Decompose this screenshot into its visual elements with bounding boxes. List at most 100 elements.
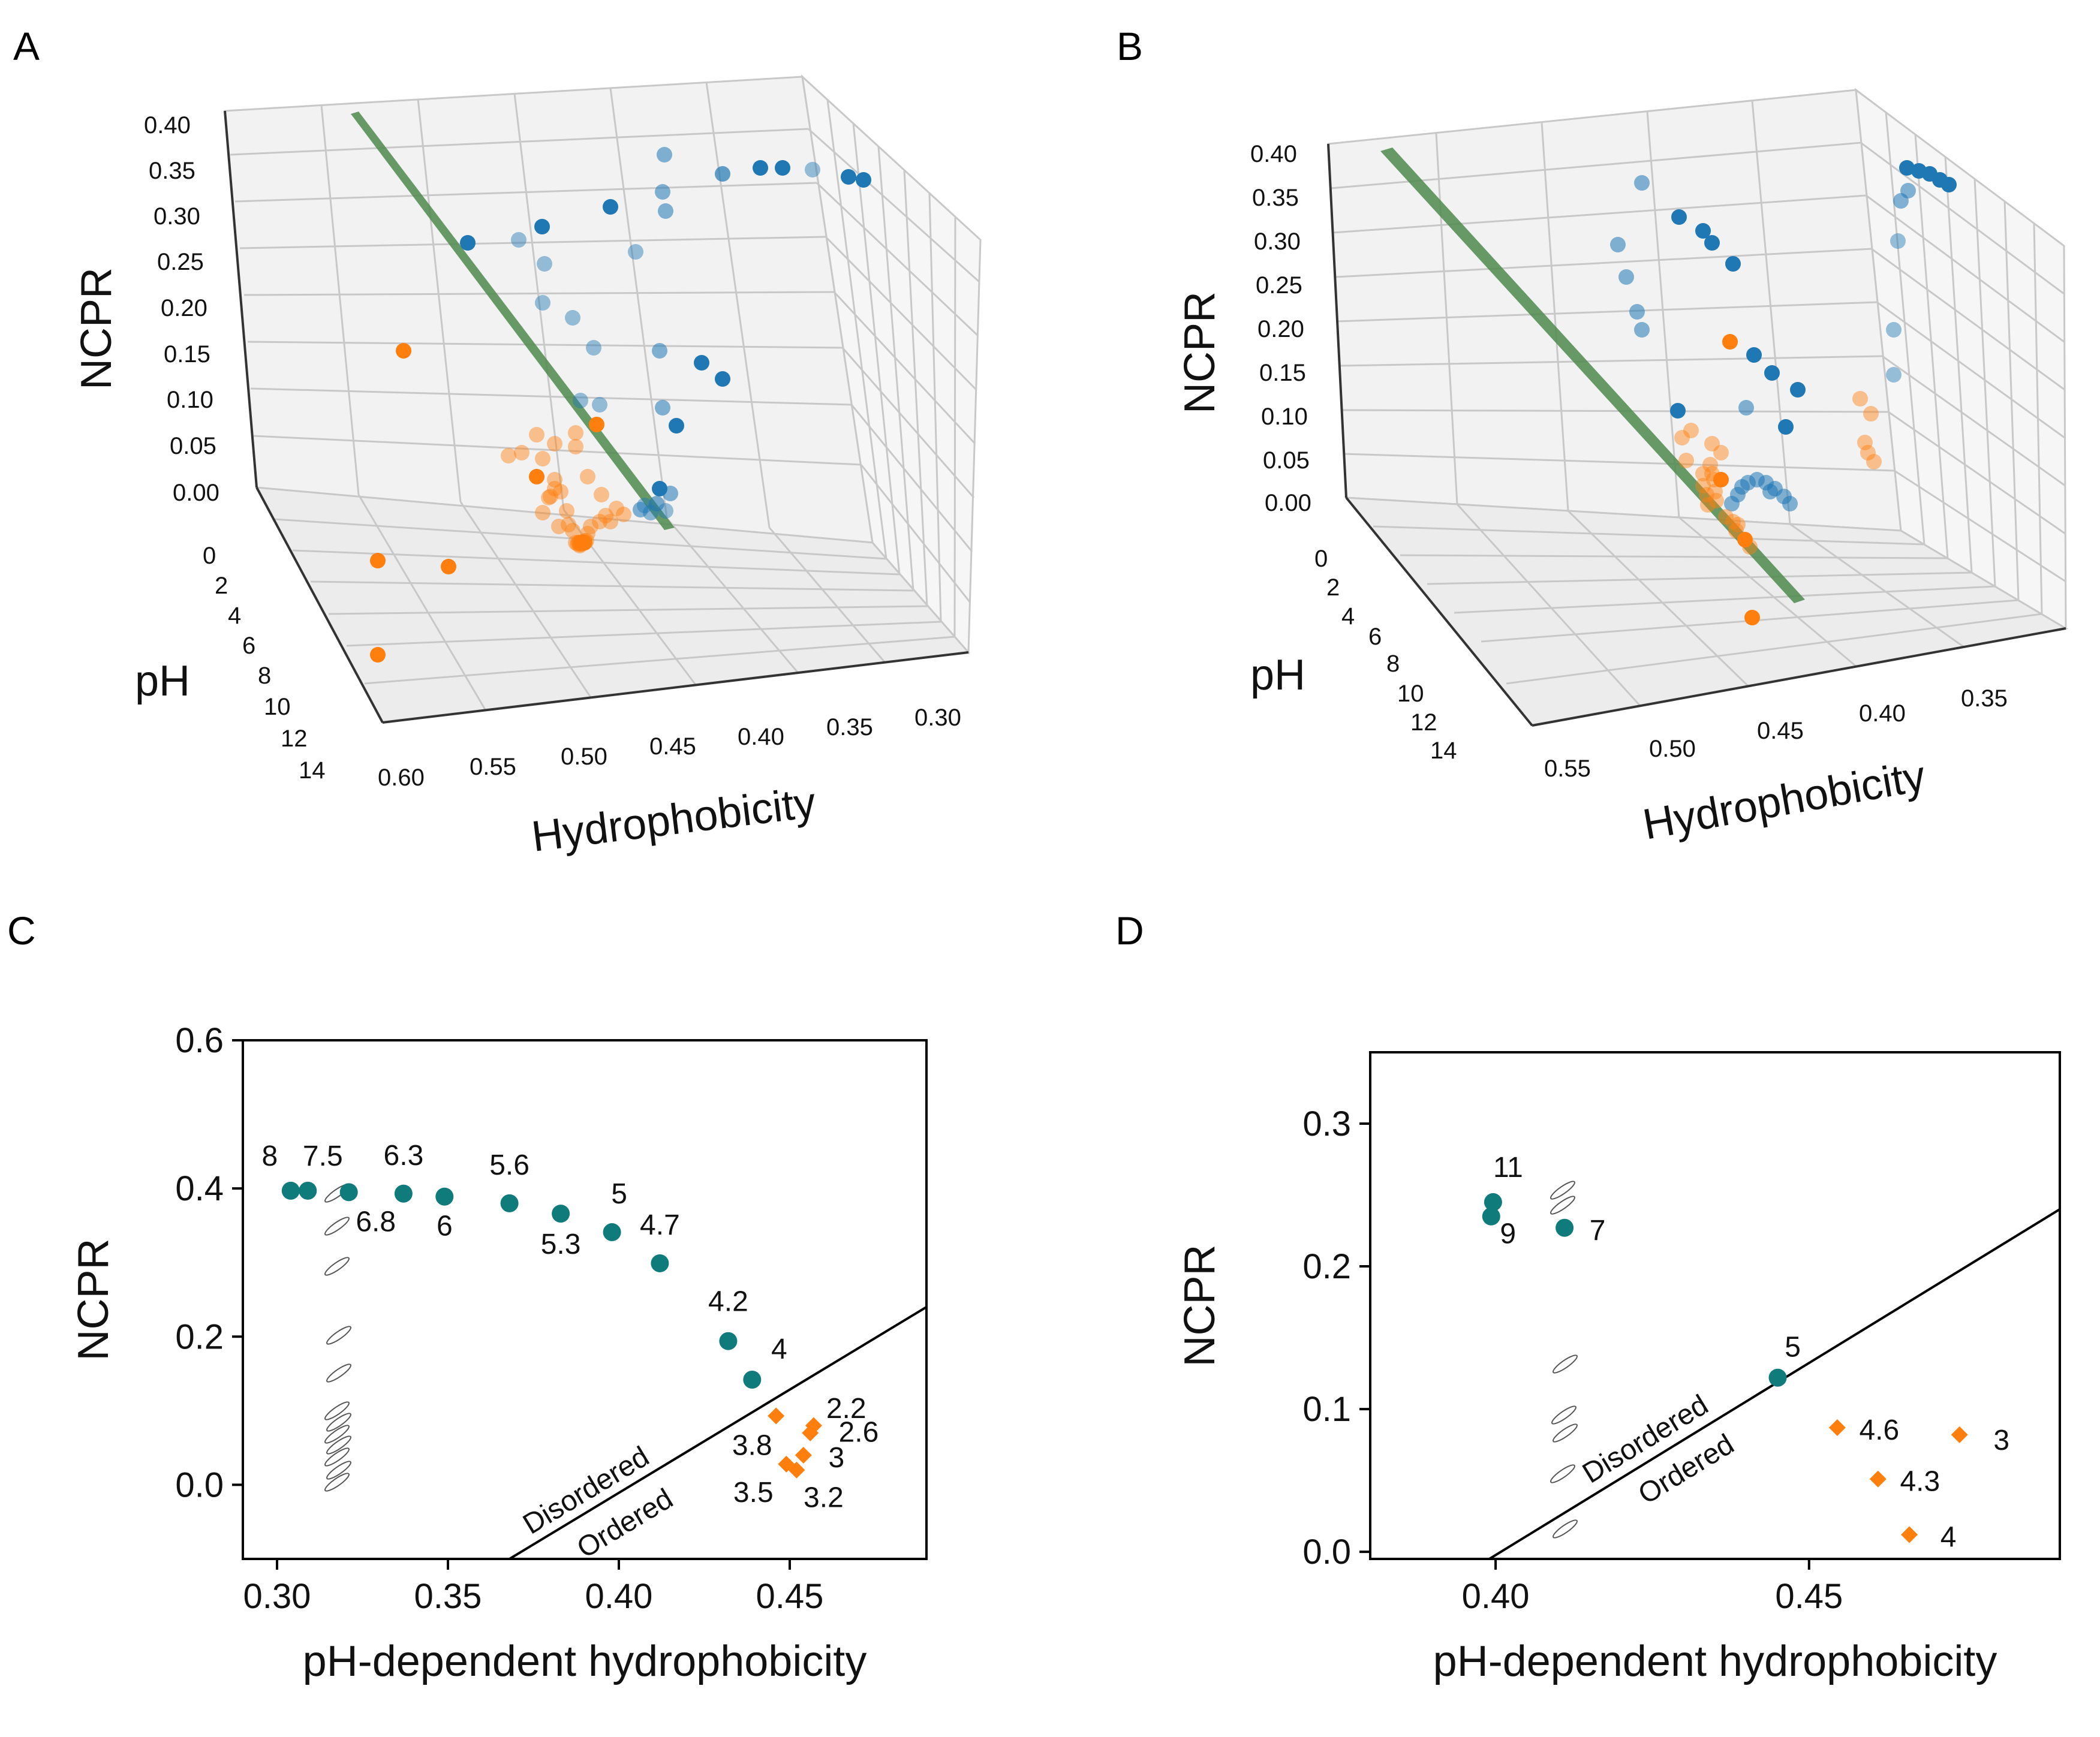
b-y-tick: 12 <box>1410 709 1437 736</box>
ordered-point <box>616 507 631 522</box>
point-label: 6.8 <box>356 1206 396 1238</box>
disordered-point <box>1556 1218 1574 1237</box>
x-axis-label: pH-dependent hydrophobicity <box>303 1637 867 1685</box>
ordered-point <box>535 451 550 466</box>
ordered-point <box>577 535 592 550</box>
ghost-marker <box>326 1435 351 1455</box>
ordered-point <box>795 1447 812 1464</box>
a-y-tick: 4 <box>228 603 241 629</box>
ordered-point <box>577 535 592 550</box>
disordered-point <box>628 244 643 260</box>
disordered-point <box>339 1183 358 1202</box>
ordered-point <box>1695 466 1711 481</box>
disordered-point <box>1764 365 1780 381</box>
ordered-point <box>568 535 583 550</box>
panel-letter-c: C <box>7 908 36 953</box>
disordered-point <box>1762 484 1778 499</box>
ordered-point <box>568 439 583 454</box>
panel-letter-b: B <box>1117 24 1143 68</box>
a-z-tick: 0.35 <box>149 158 195 184</box>
ordered-point <box>594 487 609 502</box>
ordered-point <box>805 1417 822 1434</box>
disordered-point <box>586 340 601 356</box>
ghost-marker <box>1553 1354 1578 1374</box>
disordered-point <box>1790 382 1806 398</box>
disordered-point <box>1484 1193 1502 1211</box>
ordered-point <box>589 417 604 432</box>
panel-a-y-ticks: 0 2 4 6 8 10 12 14 <box>203 543 326 784</box>
ordered-point <box>592 514 607 529</box>
disordered-point <box>1482 1207 1500 1226</box>
ordered-point <box>535 505 550 520</box>
y-tick-label: 0.0 <box>1302 1533 1351 1572</box>
point-label: 2.2 <box>826 1393 867 1425</box>
b-y-tick: 4 <box>1341 603 1355 630</box>
ordered-point <box>1863 406 1879 422</box>
x-tick-label: 0.40 <box>585 1577 653 1616</box>
b-y-tick: 14 <box>1430 737 1457 764</box>
panel-a-back-wall <box>224 76 874 544</box>
ordered-point <box>514 445 529 460</box>
a-y-tick: 14 <box>299 757 326 784</box>
b-y-tick: 8 <box>1386 651 1400 677</box>
disordered-point <box>1724 496 1740 511</box>
disordered-point <box>281 1181 300 1200</box>
ordered-point <box>576 535 591 550</box>
disordered-point <box>500 1194 519 1212</box>
disordered-point <box>1704 235 1720 251</box>
ghost-marker <box>1550 1464 1575 1483</box>
disordered-point <box>435 1187 454 1206</box>
disordered-point <box>1778 419 1794 435</box>
ordered-point <box>609 501 624 516</box>
panel-d: D 0.40 0.45 0.0 0.1 0.2 0.3 pH-dependent hydro… <box>1115 908 2061 1685</box>
disordered-point <box>743 1370 762 1389</box>
panel-b-x-label: Hydrophobicity <box>1639 752 1929 848</box>
disordered-point <box>694 355 709 371</box>
disordered-point <box>805 162 820 177</box>
ordered-point <box>577 535 592 550</box>
point-label: 3 <box>828 1442 844 1474</box>
point-label: 3.5 <box>733 1477 774 1509</box>
disordered-point <box>658 203 673 219</box>
b-y-tick: 0 <box>1314 546 1328 572</box>
ordered-point <box>559 503 574 519</box>
ordered-point <box>541 490 556 505</box>
disordered-point <box>1618 269 1634 285</box>
ordered-point <box>577 533 592 549</box>
point-label: 7.5 <box>303 1140 343 1172</box>
b-y-tick: 10 <box>1397 681 1424 707</box>
ordered-point <box>1744 610 1760 625</box>
disordered-point <box>1900 183 1916 198</box>
point-label: 3.8 <box>732 1430 772 1462</box>
y-tick-label: 0.2 <box>175 1317 224 1356</box>
ghost-marker <box>326 1461 351 1480</box>
ordered-point <box>580 526 595 541</box>
disordered-point <box>460 235 476 251</box>
disordered-point <box>552 1205 570 1223</box>
point-label: 4.2 <box>708 1286 748 1318</box>
disordered-point <box>535 295 550 311</box>
disordered-point <box>603 1223 621 1242</box>
panel-b-y-label: pH <box>1250 651 1305 699</box>
ordered-point <box>579 533 594 549</box>
point-label: 3.2 <box>804 1482 844 1514</box>
ghost-marker <box>324 1257 350 1276</box>
ghost-marker <box>1550 1181 1575 1200</box>
ordered-point <box>1742 539 1758 555</box>
disordered-point <box>1886 367 1902 383</box>
ordered-point <box>768 1407 785 1425</box>
ordered-point <box>1713 445 1729 460</box>
x-tick-label: 0.35 <box>414 1577 482 1616</box>
disordered-point <box>1782 496 1798 511</box>
b-z-tick: 0.10 <box>1261 404 1308 430</box>
disordered-point <box>1634 322 1650 338</box>
a-y-tick: 0 <box>203 543 216 569</box>
y-tick-label: 0.2 <box>1302 1247 1351 1286</box>
x-tick-label: 0.40 <box>1462 1577 1530 1616</box>
y-tick-label: 0.3 <box>1302 1104 1351 1143</box>
ordered-point <box>575 535 591 550</box>
disordered-point <box>719 1332 738 1350</box>
panel-b: B <box>1117 24 2069 849</box>
ghost-marker <box>324 1425 350 1444</box>
point-label: 2.6 <box>839 1417 879 1449</box>
